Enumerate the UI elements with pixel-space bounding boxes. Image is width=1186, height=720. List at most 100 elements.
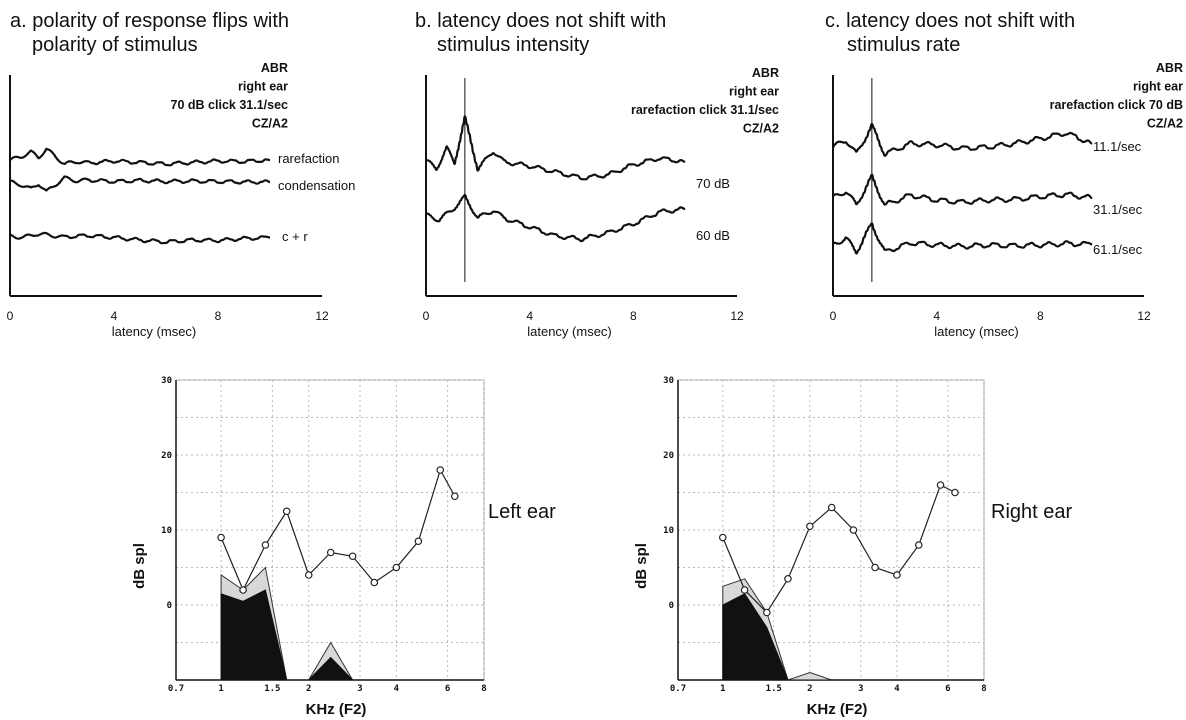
- dpoae-panel-left: 0 10 20 30 0.7 1 1.5 2 3 4 6 8 KHz (F2) dB spl Left ea…: [131, 376, 556, 718]
- waveform-11-1-sec: [832, 122, 1093, 157]
- x-axis-label: KHz (F2): [807, 701, 868, 718]
- x-tick-label: 3: [858, 684, 863, 694]
- dpoae-point: [370, 578, 379, 587]
- x-tick-label: 0: [423, 309, 430, 323]
- dpoae-point: [849, 526, 858, 534]
- abr-info-line: rarefaction click 70 dB: [1050, 98, 1183, 112]
- x-tick-label: 1.5: [264, 684, 280, 694]
- abr-info-line: right ear: [729, 85, 779, 99]
- x-tick-label: 8: [481, 684, 486, 694]
- dpoae-point: [914, 541, 923, 549]
- x-tick-label: 0.7: [670, 684, 686, 694]
- series-label: 60 dB: [696, 228, 730, 243]
- dpoae-point: [784, 574, 792, 583]
- y-tick-label: 30: [161, 376, 172, 386]
- x-tick-label: 4: [933, 309, 940, 323]
- x-tick-label: 2: [807, 684, 812, 694]
- series-label: 31.1/sec: [1093, 202, 1143, 217]
- y-tick-label: 10: [161, 526, 172, 536]
- x-tick-label: 6: [945, 684, 950, 694]
- dpoae-point: [951, 488, 959, 497]
- dpoae-panel-right: 0 10 20 30 0.7 1 1.5 2 3 4 6 8 KHz (F2) dB spl Right e…: [633, 376, 1072, 718]
- abr-title-line: b. latency does not shift with: [415, 10, 666, 32]
- x-tick-label: 6: [445, 684, 450, 694]
- dpoae-point: [936, 481, 945, 489]
- dpoae-point: [414, 537, 423, 546]
- series-label: 11.1/sec: [1093, 139, 1142, 154]
- dpoae-point: [326, 548, 335, 557]
- x-tick-label: 8: [981, 684, 986, 694]
- dpoae-point: [719, 533, 727, 542]
- abr-panel-a: a. polarity of response flips withpolari…: [7, 10, 356, 339]
- abr-info-line: CZ/A2: [252, 117, 288, 131]
- x-tick-label: 8: [1037, 309, 1044, 323]
- dpoae-point: [348, 552, 357, 561]
- abr-title-line: a. polarity of response flips with: [10, 10, 289, 32]
- x-tick-label: 4: [111, 309, 118, 323]
- waveform-31-1-sec: [832, 173, 1093, 206]
- dpoae-line: [220, 468, 456, 592]
- dpoae-point: [239, 586, 247, 594]
- dpoae-point: [436, 466, 445, 474]
- noise-floor-lower-area: [220, 589, 455, 681]
- y-tick-label: 10: [663, 526, 674, 536]
- y-tick-label: 20: [161, 451, 172, 461]
- x-tick-label: 8: [630, 309, 637, 323]
- dpoae-point: [871, 563, 879, 572]
- x-tick-label: 12: [315, 309, 329, 323]
- abr-info-line: CZ/A2: [1147, 117, 1183, 131]
- y-axis-label: dB spl: [633, 543, 650, 589]
- ear-label: Left ear: [488, 501, 556, 523]
- noise-floor-lower-area: [722, 593, 955, 681]
- x-tick-label: 4: [394, 684, 400, 694]
- dpoae-point: [282, 507, 291, 516]
- x-tick-label: 4: [894, 684, 900, 694]
- x-axis-label: latency (msec): [527, 324, 612, 339]
- waveform-rarefaction: [9, 147, 271, 167]
- waveform-61-1-sec: [832, 222, 1093, 255]
- x-tick-label: 1: [720, 684, 725, 694]
- dpoae-line: [722, 484, 956, 614]
- x-tick-label: 1: [218, 684, 223, 694]
- series-label: condensation: [278, 178, 355, 193]
- dpoae-point: [806, 522, 814, 531]
- waveform-c-r: [9, 231, 271, 245]
- abr-title-line: stimulus rate: [847, 34, 960, 56]
- dpoae-point: [827, 503, 836, 512]
- dpoae-point: [261, 541, 270, 549]
- dpoae-point: [450, 492, 459, 501]
- dpoae-point: [893, 571, 901, 579]
- dpoae-point: [304, 571, 313, 579]
- x-tick-label: 2: [306, 684, 311, 694]
- waveform-condensation: [9, 175, 271, 192]
- y-axis-label: dB spl: [131, 543, 148, 589]
- abr-info-line: right ear: [1133, 80, 1183, 94]
- series-label: c + r: [282, 229, 308, 244]
- abr-info-line: ABR: [1156, 61, 1183, 75]
- x-axis-label: KHz (F2): [306, 701, 367, 718]
- x-tick-label: 0: [830, 309, 837, 323]
- x-axis-label: latency (msec): [934, 324, 1019, 339]
- x-tick-label: 4: [526, 309, 533, 323]
- dpoae-point: [763, 608, 771, 617]
- waveform-60-db: [425, 193, 686, 243]
- x-tick-label: 12: [1137, 309, 1151, 323]
- abr-info-line: rarefaction click 31.1/sec: [631, 103, 779, 117]
- abr-info-line: ABR: [261, 61, 288, 75]
- abr-info-line: 70 dB click 31.1/sec: [171, 98, 288, 112]
- y-tick-label: 20: [663, 451, 674, 461]
- x-tick-label: 1.5: [766, 684, 782, 694]
- y-tick-label: 0: [669, 601, 674, 611]
- y-tick-label: 0: [167, 601, 172, 611]
- dpoae-point: [392, 563, 401, 572]
- x-tick-label: 8: [215, 309, 222, 323]
- series-label: rarefaction: [278, 151, 339, 166]
- abr-title-line: c. latency does not shift with: [825, 10, 1075, 32]
- ear-label: Right ear: [991, 501, 1072, 523]
- dpoae-point: [740, 586, 749, 594]
- abr-info-line: ABR: [752, 66, 779, 80]
- waveform-70-db: [425, 115, 686, 181]
